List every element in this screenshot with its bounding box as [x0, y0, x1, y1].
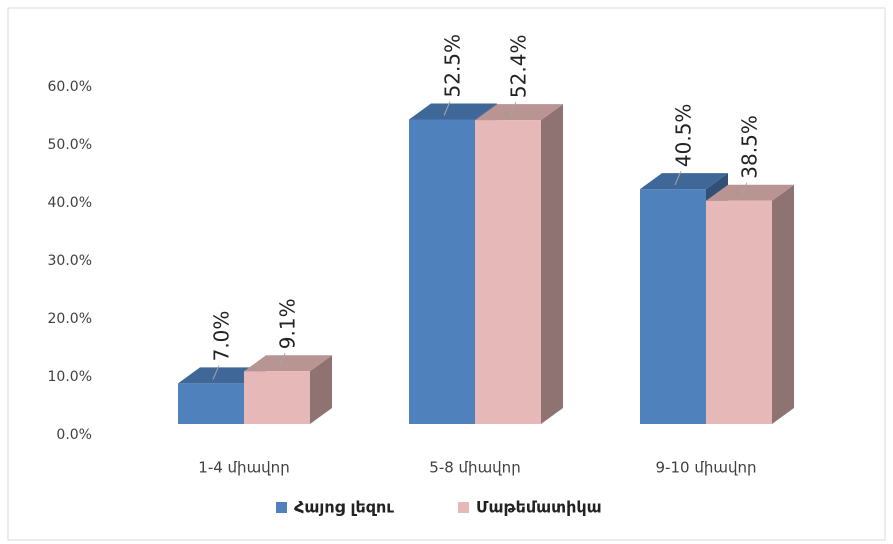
y-tick-label: 10.0%: [48, 369, 92, 385]
value-label: 52.5%: [441, 34, 465, 98]
leader-line: [278, 353, 286, 368]
bar: [475, 120, 541, 424]
leader-line: [443, 101, 451, 116]
legend-swatch: [458, 502, 469, 513]
legend-label: Հայոց լեզու: [294, 498, 394, 517]
y-tick-label: 20.0%: [48, 311, 92, 327]
bar: [706, 200, 772, 424]
leader-line: [740, 182, 748, 197]
legend-label: Մաթեմատիկա: [476, 498, 602, 517]
bar-side: [310, 355, 332, 424]
x-tick-label: 1-4 միավոր: [198, 459, 289, 477]
y-tick-label: 50.0%: [48, 137, 92, 153]
y-tick-label: 40.0%: [48, 195, 92, 211]
bar-side: [541, 104, 563, 424]
bar-top: [640, 173, 728, 190]
x-tick-label: 5-8 միավոր: [429, 459, 520, 477]
value-label: 40.5%: [672, 104, 696, 168]
bar: [409, 119, 475, 424]
bar-top: [706, 184, 794, 201]
leader-line: [212, 365, 220, 380]
y-tick-label: 0.0%: [56, 427, 92, 443]
bar-top: [244, 355, 332, 372]
value-label: 9.1%: [276, 298, 300, 349]
value-label: 38.5%: [738, 115, 762, 179]
leader-line: [674, 170, 682, 186]
bar-top: [409, 103, 497, 120]
x-tick-label: 9-10 միավոր: [656, 459, 757, 477]
y-tick-label: 30.0%: [48, 253, 92, 269]
bar: [178, 383, 244, 424]
bar: [640, 189, 706, 424]
value-label: 52.4%: [507, 35, 531, 99]
leader-line: [509, 101, 517, 117]
value-label: 7.0%: [210, 311, 234, 362]
legend-swatch: [276, 502, 287, 513]
bar: [244, 371, 310, 424]
y-tick-label: 60.0%: [48, 79, 92, 95]
bar-top: [475, 104, 563, 121]
bar-side: [772, 184, 794, 424]
